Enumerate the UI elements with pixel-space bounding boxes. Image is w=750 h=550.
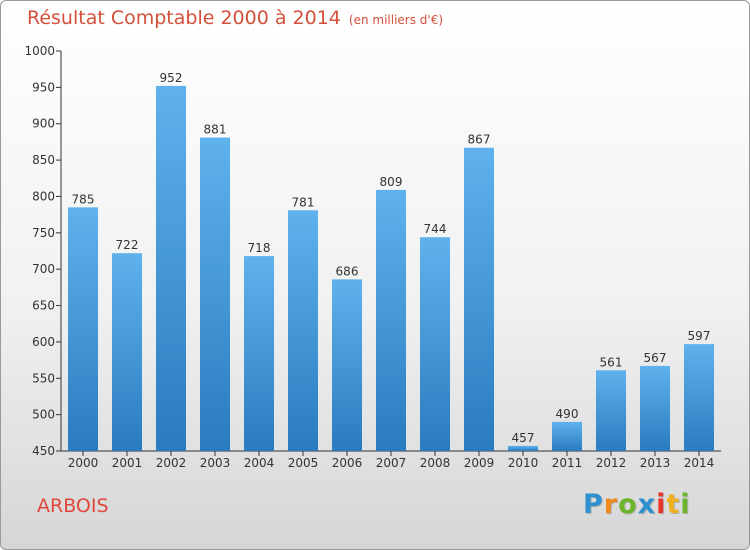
data-label-2008: 744	[424, 222, 447, 236]
x-tick-label-2006: 2006	[332, 456, 363, 470]
x-tick-label-2014: 2014	[684, 456, 715, 470]
bar-2010	[508, 445, 538, 451]
bar-2007	[376, 189, 406, 451]
bar-2009	[464, 147, 494, 451]
data-label-2007: 809	[380, 175, 403, 189]
logo-letter: P	[583, 489, 604, 520]
logo-letter: t	[666, 489, 681, 520]
commune-name: ARBOIS	[37, 495, 109, 517]
bar-2008	[420, 237, 450, 451]
data-label-2010: 457	[512, 431, 535, 445]
data-label-2002: 952	[160, 71, 183, 85]
bar-2000	[68, 207, 98, 451]
data-label-2001: 722	[116, 238, 139, 252]
logo-letter: r	[603, 489, 619, 520]
bar-2014	[684, 344, 714, 451]
bar-2006	[332, 279, 362, 451]
title-text: Résultat Comptable 2000 à 2014	[27, 7, 341, 29]
y-tick-label: 800	[32, 189, 55, 203]
axes: 450 500 550 600 650 700 750 800 850 900 950 1000 200…	[24, 44, 721, 470]
x-tick-label-2004: 2004	[244, 456, 275, 470]
chart-subtitle: (en milliers d'€)	[348, 13, 444, 27]
data-label-2013: 567	[644, 351, 667, 365]
x-tick-label-2007: 2007	[376, 456, 407, 470]
x-tick-label-2009: 2009	[464, 456, 495, 470]
bar-2002	[156, 85, 186, 451]
y-tick-label: 850	[32, 153, 55, 167]
data-label-2004: 718	[248, 241, 271, 255]
data-label-2005: 781	[292, 195, 315, 209]
bars: 785 722 952 881 718 781 686 809 744 867 457 490 561 5…	[68, 71, 714, 451]
data-label-2014: 597	[688, 329, 711, 343]
x-tick-label-2008: 2008	[420, 456, 451, 470]
bar-2013	[640, 365, 670, 451]
logo-letter: i	[656, 489, 667, 520]
data-label-2011: 490	[556, 407, 579, 421]
x-tick-label-2012: 2012	[596, 456, 627, 470]
y-tick-label: 1000	[24, 44, 55, 58]
logo-letter: x	[637, 489, 657, 520]
y-tick-label: 650	[32, 299, 55, 313]
proxiti-logo[interactable]: Proxiti	[583, 489, 691, 520]
data-label-2003: 881	[204, 123, 227, 137]
y-tick-label: 550	[32, 371, 55, 385]
y-tick-label: 500	[32, 408, 55, 422]
x-tick-label-2003: 2003	[200, 456, 231, 470]
y-tick-label: 900	[32, 117, 55, 131]
bar-2011	[552, 421, 582, 451]
x-tick-label-2000: 2000	[68, 456, 99, 470]
chart-title: Résultat Comptable 2000 à 2014 (en millie…	[27, 7, 443, 29]
logo-letter: o	[618, 489, 638, 520]
bar-2005	[288, 210, 318, 451]
x-tick-label-2011: 2011	[552, 456, 583, 470]
y-tick-label: 450	[32, 444, 55, 458]
y-tick-label: 700	[32, 262, 55, 276]
bar-2003	[200, 137, 230, 451]
data-label-2006: 686	[336, 264, 359, 278]
y-tick-label: 600	[32, 335, 55, 349]
x-tick-label-2001: 2001	[112, 456, 143, 470]
bar-2001	[112, 253, 142, 451]
y-tick-label: 950	[32, 80, 55, 94]
x-tick-label-2013: 2013	[640, 456, 671, 470]
logo-letter: i	[680, 489, 691, 520]
bar-2004	[244, 256, 274, 451]
x-tick-label-2005: 2005	[288, 456, 319, 470]
x-tick-label-2010: 2010	[508, 456, 539, 470]
y-tick-label: 750	[32, 226, 55, 240]
bar-2012	[596, 370, 626, 451]
data-label-2009: 867	[468, 133, 491, 147]
data-label-2012: 561	[600, 355, 623, 369]
x-tick-label-2002: 2002	[156, 456, 187, 470]
data-label-2000: 785	[72, 192, 95, 206]
